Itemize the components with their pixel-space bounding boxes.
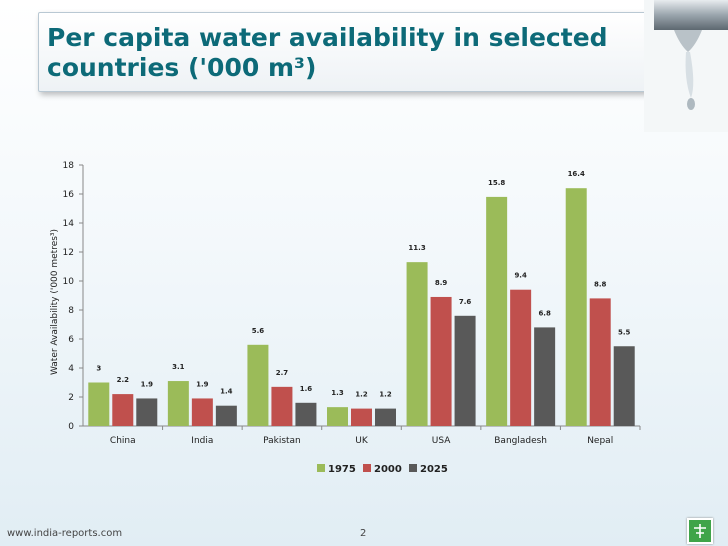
page-number: 2 <box>360 528 367 539</box>
title-line-2: countries ('000 m³) <box>47 53 317 82</box>
data-label: 1.9 <box>141 380 154 388</box>
bar-2025-usa <box>454 315 476 426</box>
data-label: 15.8 <box>488 179 505 187</box>
data-label: 1.6 <box>300 385 313 393</box>
y-tick-label: 6 <box>68 335 74 345</box>
bar-2000-usa <box>430 296 452 426</box>
y-tick-label: 0 <box>68 422 74 432</box>
bar-2000-china <box>112 394 134 426</box>
title-line-1: Per capita water availability in selecte… <box>47 23 608 52</box>
legend-swatch-2025 <box>409 464 417 472</box>
y-tick-label: 14 <box>63 219 75 229</box>
data-label: 6.8 <box>538 309 551 317</box>
x-tick-label: Bangladesh <box>494 436 547 446</box>
bar-1975-nepal <box>565 188 587 426</box>
y-axis-label: Water Availability ('000 metres³) <box>50 229 60 375</box>
x-tick-label: India <box>191 436 213 446</box>
data-label: 3.1 <box>172 363 185 371</box>
legend-swatch-2000 <box>363 464 371 472</box>
x-tick-label: UK <box>355 436 369 446</box>
y-tick-label: 4 <box>68 364 74 374</box>
title-box: Per capita water availability in selecte… <box>38 12 685 92</box>
bar-2025-nepal <box>613 346 635 426</box>
data-label: 1.3 <box>331 389 344 397</box>
data-label: 1.4 <box>220 388 233 396</box>
data-label: 16.4 <box>568 170 585 178</box>
x-tick-label: USA <box>432 436 451 446</box>
x-tick-label: China <box>110 436 136 446</box>
y-tick-label: 16 <box>63 190 75 200</box>
bar-2000-pakistan <box>271 386 293 426</box>
bar-2025-uk <box>375 408 396 426</box>
y-tick-label: 12 <box>63 248 74 258</box>
legend-label: 2000 <box>374 464 402 475</box>
bar-2000-bangladesh <box>510 289 532 426</box>
bar-2000-uk <box>351 408 372 426</box>
data-label: 9.4 <box>514 272 527 280</box>
page-title: Per capita water availability in selecte… <box>47 23 667 83</box>
legend-swatch-1975 <box>317 464 325 472</box>
y-tick-label: 2 <box>68 393 74 403</box>
data-label: 1.9 <box>196 380 209 388</box>
data-label: 8.8 <box>594 280 607 288</box>
faucet-icon <box>644 0 728 132</box>
data-label: 7.6 <box>459 298 472 306</box>
footer-url: www.india-reports.com <box>7 528 123 539</box>
logo-icon <box>687 518 713 544</box>
data-label: 11.3 <box>408 244 425 252</box>
bar-2025-bangladesh <box>534 327 556 426</box>
data-label: 5.6 <box>252 327 265 335</box>
bar-1975-pakistan <box>247 344 269 426</box>
data-label: 1.2 <box>379 391 392 399</box>
data-label: 3 <box>96 365 101 373</box>
bar-1975-uk <box>327 407 348 426</box>
legend-label: 1975 <box>328 464 356 475</box>
bar-2000-india <box>191 398 213 426</box>
legend-label: 2025 <box>420 464 448 475</box>
data-label: 2.7 <box>276 369 289 377</box>
y-tick-label: 8 <box>68 306 74 316</box>
y-tick-label: 18 <box>63 161 75 171</box>
data-label: 1.2 <box>355 391 368 399</box>
bar-1975-bangladesh <box>486 196 508 426</box>
bar-1975-india <box>167 381 189 426</box>
y-tick-label: 10 <box>63 277 75 287</box>
bar-1975-usa <box>406 262 428 426</box>
bar-2025-india <box>215 405 237 426</box>
x-tick-label: Nepal <box>587 436 613 446</box>
data-label: 5.5 <box>618 328 631 336</box>
data-label: 8.9 <box>435 279 448 287</box>
bar-2000-nepal <box>589 298 611 426</box>
bar-2025-pakistan <box>295 402 317 426</box>
x-tick-label: Pakistan <box>263 436 301 446</box>
data-label: 2.2 <box>117 376 130 384</box>
bar-1975-china <box>88 382 110 426</box>
bar-2025-china <box>136 398 158 426</box>
